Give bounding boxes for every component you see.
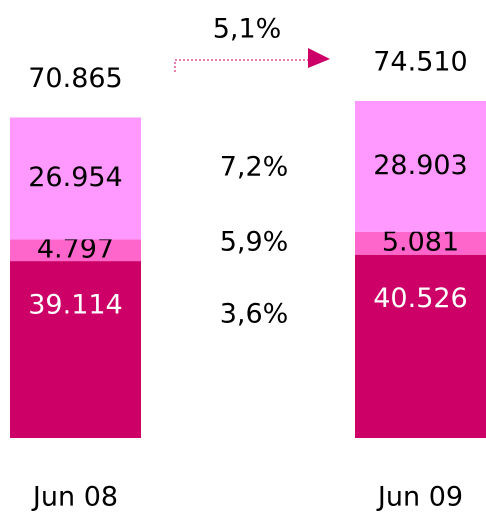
arrow-head [308,48,330,68]
value-label: 39.114 [28,290,122,321]
change-label: 5,9% [220,227,289,258]
total-label: 70.865 [28,63,122,94]
value-label: 26.954 [28,162,122,193]
value-label: 40.526 [373,283,467,314]
value-label: 28.903 [373,150,467,181]
bar-segment [355,101,486,232]
bar-segment [10,117,141,240]
bar-segment [10,239,141,262]
change-label: 7,2% [220,152,289,183]
bar-segment [355,231,486,255]
total-label: 74.510 [373,47,467,78]
x-tick-label: Jun 09 [376,482,463,513]
value-label: 5.081 [382,227,459,258]
change-label: 3,6% [220,299,289,330]
bar-segment [10,261,141,438]
total-change-label: 5,1% [213,14,282,45]
bar-segment [355,254,486,438]
change-arrow [174,59,310,72]
x-tick-label: Jun 08 [31,482,118,513]
